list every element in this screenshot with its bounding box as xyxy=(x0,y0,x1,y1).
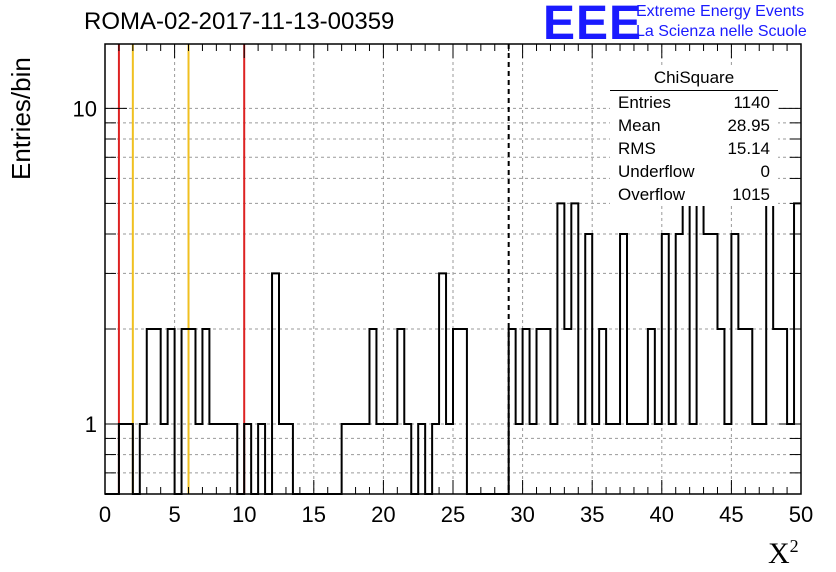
stats-row: RMS 15.14 xyxy=(610,137,778,160)
stats-row: Entries 1140 xyxy=(610,91,778,114)
x-tick-label: 0 xyxy=(99,502,111,527)
stats-value: 0 xyxy=(760,162,770,181)
x-tick-label: 10 xyxy=(232,502,256,527)
x-axis-label: X2 xyxy=(768,536,799,571)
x-tick-label: 30 xyxy=(510,502,534,527)
histogram-outline xyxy=(105,121,801,495)
x-tick-label: 50 xyxy=(789,502,813,527)
stats-label: Entries xyxy=(618,93,671,112)
logo-subtitle-line1: Extreme Energy Events xyxy=(636,3,805,20)
stats-value: 1140 xyxy=(733,93,770,112)
marker-lines xyxy=(117,44,510,494)
histogram-title: ROMA-02-2017-11-13-00359 xyxy=(84,8,395,35)
x-tick-label: 40 xyxy=(650,502,674,527)
stats-label: Mean xyxy=(618,116,661,135)
stats-label: RMS xyxy=(618,139,656,158)
stats-row: Underflow 0 xyxy=(610,160,778,183)
x-axis-label-sup: 2 xyxy=(789,536,799,556)
stats-row: Overflow 1015 xyxy=(610,183,778,206)
stats-value: 1015 xyxy=(732,185,770,204)
logo-subtitle-line2: La Scienza nelle Scuole xyxy=(636,23,807,40)
eee-logo: EEE xyxy=(543,0,643,50)
stats-value: 15.14 xyxy=(727,139,770,158)
stats-label: Underflow xyxy=(618,162,695,181)
stats-row: Mean 28.95 xyxy=(610,114,778,137)
stats-box: ChiSquare Entries 1140 Mean 28.95 RMS 15.14… xyxy=(610,66,778,206)
histogram-bars xyxy=(105,121,801,495)
y-axis-label: Entries/bin xyxy=(6,57,36,180)
x-tick-label: 15 xyxy=(302,502,326,527)
stats-label: Overflow xyxy=(618,185,686,204)
y-tick-label: 1 xyxy=(85,412,97,437)
x-tick-label: 25 xyxy=(441,502,465,527)
stats-value: 28.95 xyxy=(727,116,770,135)
y-tick-label: 10 xyxy=(73,96,97,121)
x-tick-label: 20 xyxy=(371,502,395,527)
stats-title: ChiSquare xyxy=(610,66,778,91)
x-tick-label: 35 xyxy=(580,502,604,527)
x-axis-label-base: X xyxy=(768,537,790,570)
x-tick-label: 5 xyxy=(168,502,180,527)
x-tick-label: 45 xyxy=(719,502,743,527)
